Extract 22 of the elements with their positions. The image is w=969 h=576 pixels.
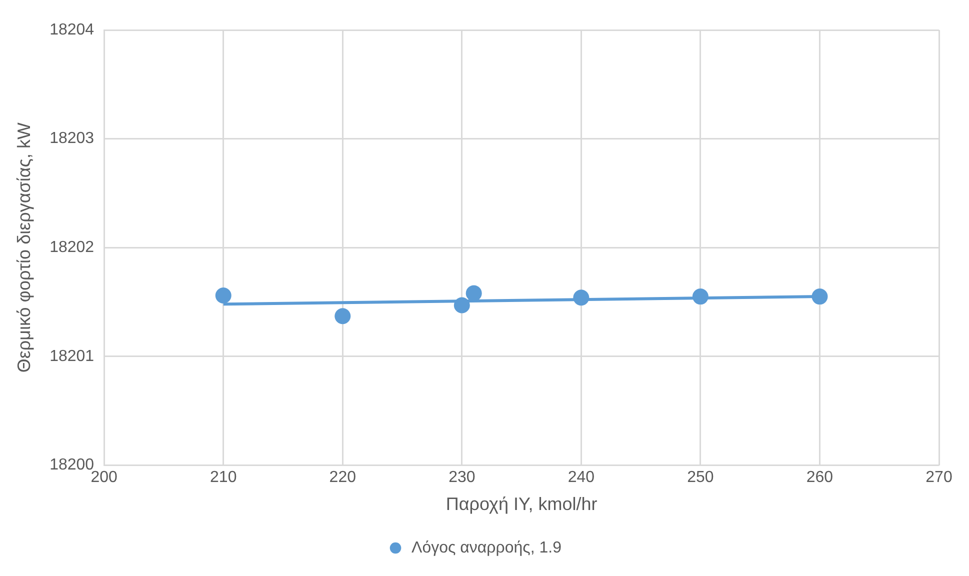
x-tick-label: 260	[806, 469, 834, 486]
x-tick-label: 230	[448, 469, 476, 486]
y-tick-label: 18201	[50, 348, 94, 365]
point	[466, 285, 482, 302]
point	[692, 288, 708, 305]
x-tick-label: 250	[687, 469, 714, 486]
point	[454, 297, 470, 314]
y-tick-label: 18204	[50, 21, 94, 38]
point	[573, 290, 590, 306]
legend-label: Λόγος αναρροής, 1.9	[412, 539, 562, 556]
y-tick-label: 18202	[50, 239, 94, 256]
x-tick-label: 270	[926, 469, 952, 486]
x-axis-title: Παροχή ΙΥ, kmol/hr	[446, 494, 598, 514]
point	[215, 287, 232, 304]
point	[812, 288, 828, 305]
x-tick-label: 240	[568, 469, 595, 486]
x-tick-label: 200	[90, 469, 118, 486]
x-tick-label: 220	[329, 469, 356, 486]
y-tick-label: 18203	[50, 130, 94, 148]
y-axis-title: Θερμικό φορτίο διεργασίας, kW	[14, 122, 34, 373]
x-tick-label: 210	[210, 469, 237, 486]
point	[334, 308, 351, 324]
